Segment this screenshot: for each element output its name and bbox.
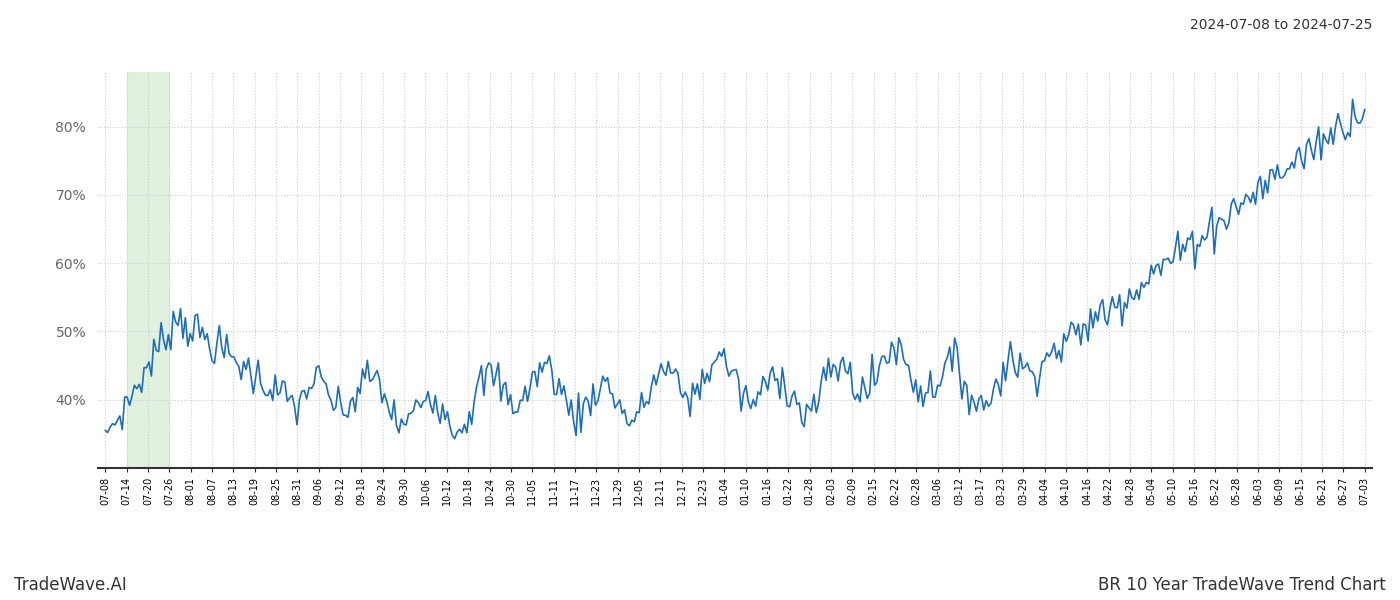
Bar	[126, 72, 169, 468]
Text: 2024-07-08 to 2024-07-25: 2024-07-08 to 2024-07-25	[1190, 18, 1372, 32]
Text: BR 10 Year TradeWave Trend Chart: BR 10 Year TradeWave Trend Chart	[1098, 576, 1386, 594]
Text: TradeWave.AI: TradeWave.AI	[14, 576, 127, 594]
